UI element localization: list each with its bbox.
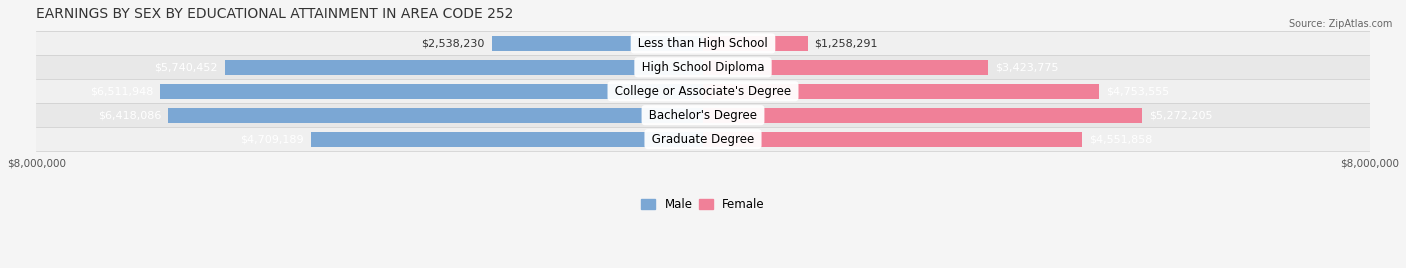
Text: $4,709,189: $4,709,189 bbox=[240, 134, 304, 144]
Bar bbox=[160, 84, 703, 99]
Text: $4,551,858: $4,551,858 bbox=[1088, 134, 1153, 144]
Bar bbox=[703, 132, 1083, 147]
Text: $5,740,452: $5,740,452 bbox=[155, 62, 218, 72]
Text: $6,511,948: $6,511,948 bbox=[90, 86, 153, 96]
Bar bbox=[37, 31, 1369, 55]
Text: $2,538,230: $2,538,230 bbox=[422, 38, 485, 49]
Text: $4,753,555: $4,753,555 bbox=[1105, 86, 1168, 96]
Bar bbox=[37, 79, 1369, 103]
Bar bbox=[703, 36, 808, 51]
Legend: Male, Female: Male, Female bbox=[637, 193, 769, 216]
Text: Source: ZipAtlas.com: Source: ZipAtlas.com bbox=[1288, 19, 1392, 29]
Text: Bachelor's Degree: Bachelor's Degree bbox=[645, 109, 761, 122]
Bar bbox=[37, 127, 1369, 151]
Bar bbox=[703, 60, 988, 75]
Text: $1,258,291: $1,258,291 bbox=[814, 38, 877, 49]
Bar bbox=[703, 108, 1142, 122]
Bar bbox=[37, 55, 1369, 79]
Text: Graduate Degree: Graduate Degree bbox=[648, 133, 758, 146]
Text: $5,272,205: $5,272,205 bbox=[1149, 110, 1212, 120]
Text: EARNINGS BY SEX BY EDUCATIONAL ATTAINMENT IN AREA CODE 252: EARNINGS BY SEX BY EDUCATIONAL ATTAINMEN… bbox=[37, 7, 513, 21]
Text: $6,418,086: $6,418,086 bbox=[98, 110, 162, 120]
Bar bbox=[169, 108, 703, 122]
Bar bbox=[703, 84, 1099, 99]
Text: $3,423,775: $3,423,775 bbox=[995, 62, 1059, 72]
Bar bbox=[311, 132, 703, 147]
Bar bbox=[492, 36, 703, 51]
Bar bbox=[225, 60, 703, 75]
Text: College or Associate's Degree: College or Associate's Degree bbox=[612, 85, 794, 98]
Bar bbox=[37, 103, 1369, 127]
Text: High School Diploma: High School Diploma bbox=[638, 61, 768, 74]
Text: Less than High School: Less than High School bbox=[634, 37, 772, 50]
